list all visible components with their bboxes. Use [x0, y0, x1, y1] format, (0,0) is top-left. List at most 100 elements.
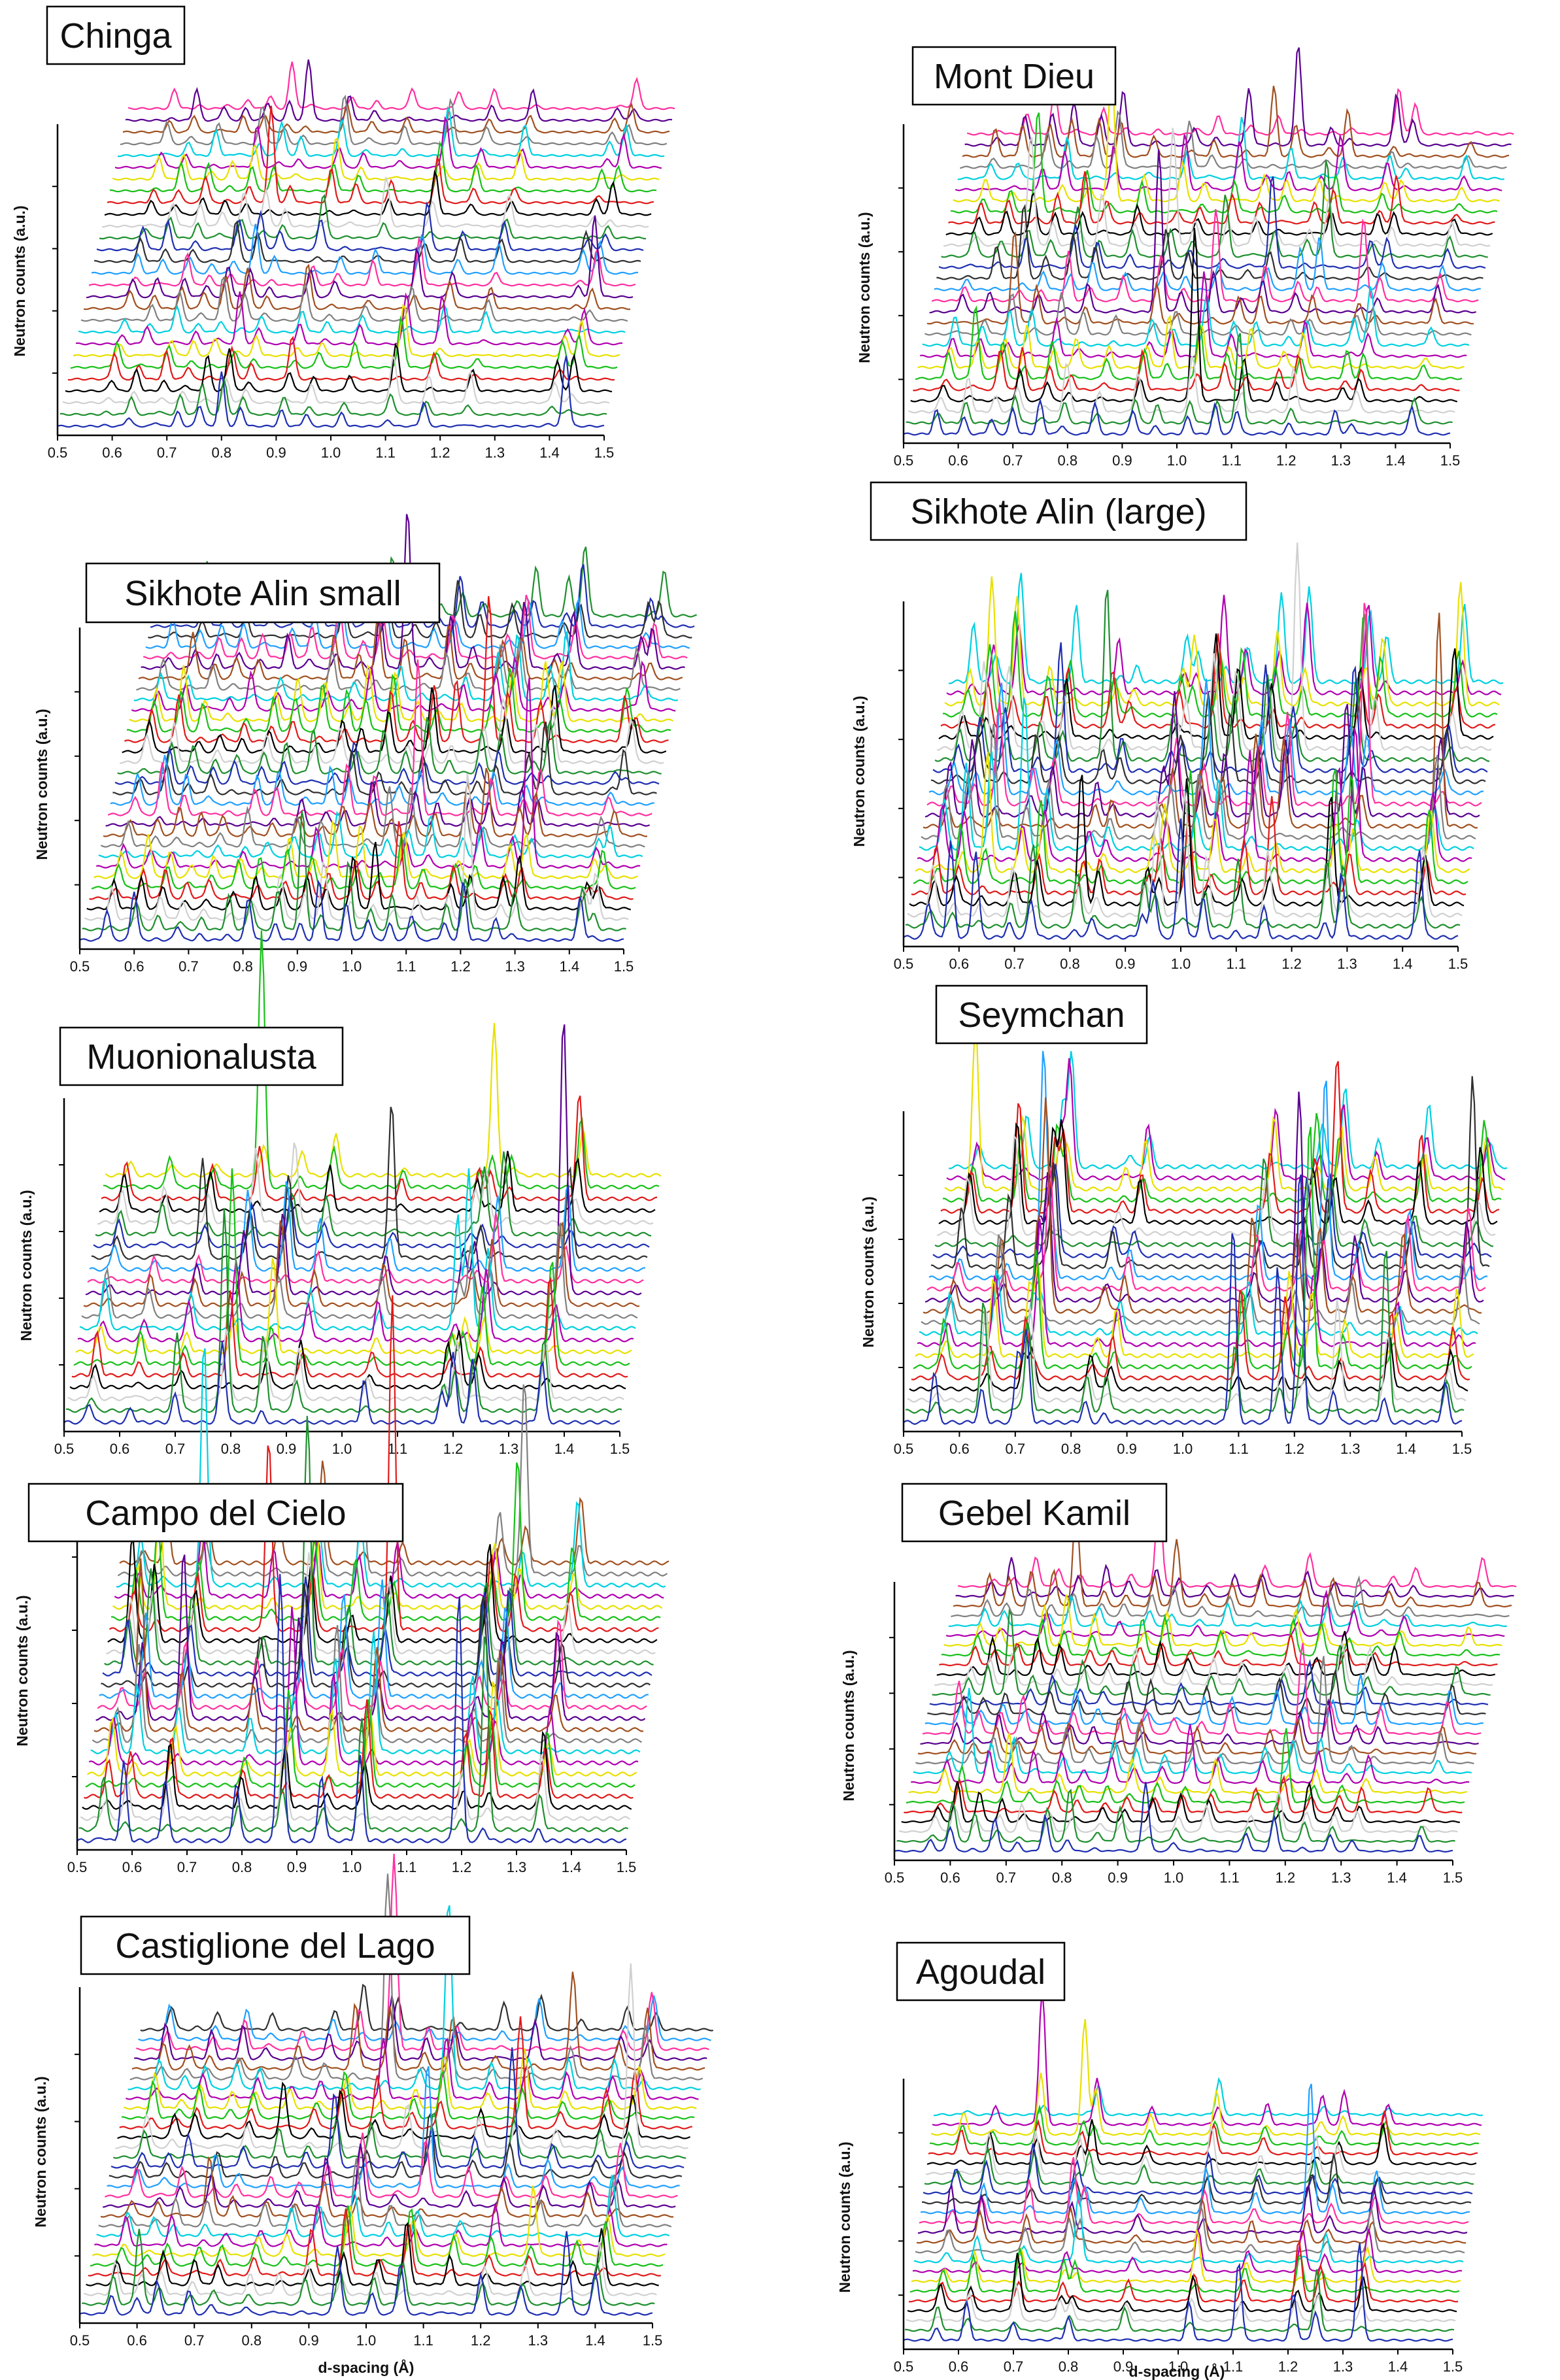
series-line-8-11: [103, 2143, 676, 2208]
x-tick-label: 0.6: [122, 1859, 143, 1875]
series-line-2-11: [105, 781, 650, 827]
series-line-2-28: [145, 592, 690, 649]
x-tick-label: 0.7: [165, 1441, 186, 1457]
series-line-6-17: [106, 1552, 656, 1654]
panel-title: Sikhote Alin (large): [910, 492, 1206, 531]
x-tick-label: 1.2: [1285, 1441, 1305, 1457]
series-line-4-0: [63, 1341, 620, 1425]
x-tick-label: 0.7: [996, 1869, 1017, 1886]
x-tick-label: 0.6: [949, 1441, 970, 1457]
x-tick-label: 1.5: [643, 2332, 663, 2349]
series-line-8-7: [94, 2204, 668, 2247]
series-line-4-3: [69, 1330, 626, 1390]
x-tick-label: 1.0: [356, 2332, 377, 2349]
y-axis-label: Neutron counts (a.u.): [32, 2076, 49, 2227]
series-line-3-13: [928, 679, 1484, 796]
series-line-6-4: [84, 1699, 634, 1799]
series-line-2-18: [122, 685, 667, 754]
x-tick-label: 0.6: [949, 956, 970, 972]
x-tick-label: 0.8: [221, 1441, 241, 1457]
series-line-4-4: [71, 1277, 628, 1378]
series-line-1-16: [941, 160, 1488, 258]
x-tick-label: 1.0: [332, 1441, 352, 1457]
x-tick-label: 1.5: [1440, 452, 1461, 469]
series-line-5-9: [921, 1234, 1480, 1325]
series-line-1-0: [903, 397, 1451, 436]
series-line-8-14: [109, 2111, 683, 2179]
series-line-2-13: [110, 754, 654, 806]
series-line-8-26: [134, 1995, 707, 2061]
x-tick-label: 1.3: [1333, 2358, 1353, 2375]
series-line-2-29: [148, 580, 692, 639]
series-line-5-23: [948, 1050, 1508, 1169]
series-line-2-9: [100, 786, 645, 848]
series-line-1-25: [962, 86, 1510, 158]
x-tick-label: 1.3: [1337, 956, 1357, 972]
series-line-8-17: [115, 1963, 688, 2149]
x-tick-label: 0.8: [212, 444, 232, 461]
series-line-0-8: [78, 303, 626, 334]
series-line-1-8: [922, 286, 1470, 347]
panel-title: Muonionalusta: [86, 1037, 316, 1077]
x-tick-label: 1.4: [1393, 956, 1413, 972]
x-tick-label: 0.6: [948, 452, 968, 469]
x-tick-label: 1.3: [499, 1441, 519, 1457]
series-line-7-4: [904, 1775, 1463, 1814]
series-line-7-18: [936, 1630, 1496, 1677]
panel-3: 0.5 0.6 0.7 0.8 0.9 1.0 1.1 1.2 1.3 1.4 1.5 Neutron…: [851, 481, 1504, 972]
series-line-2-23: [133, 631, 679, 701]
series-line-7-0: [894, 1781, 1453, 1853]
series-line-2-5: [91, 836, 636, 890]
x-tick-label: 0.7: [157, 444, 177, 461]
x-axis-label: d-spacing (Å): [318, 2358, 415, 2376]
x-tick-label: 0.6: [940, 1869, 960, 1886]
x-tick-label: 1.3: [1340, 1441, 1361, 1457]
x-tick-label: 0.7: [1006, 1441, 1026, 1457]
x-tick-label: 1.1: [396, 958, 416, 975]
series-line-3-8: [919, 697, 1474, 851]
series-line-8-9: [98, 2158, 672, 2228]
x-tick-label: 0.6: [110, 1441, 130, 1457]
panel-title-box: [935, 984, 1148, 1045]
series-line-2-21: [129, 660, 674, 722]
series-line-5-0: [903, 1174, 1463, 1425]
series-line-0-18: [104, 169, 652, 216]
series-line-4-6: [75, 1258, 632, 1354]
series-line-5-14: [930, 1076, 1490, 1269]
panel-title: Chinga: [59, 16, 172, 56]
series-line-0-0: [57, 356, 605, 428]
series-line-5-21: [944, 1026, 1504, 1192]
series-line-5-18: [938, 1119, 1498, 1225]
series-line-8-29: [140, 1983, 713, 2032]
series-line-8-3: [86, 2221, 659, 2287]
series-line-0-26: [125, 59, 673, 122]
x-tick-label: 1.4: [1396, 1441, 1416, 1457]
series-line-4-2: [67, 1328, 624, 1401]
series-line-5-12: [926, 1165, 1486, 1292]
series-line-8-12: [105, 2132, 678, 2198]
series-line-9-7: [912, 2228, 1463, 2273]
series-line-3-23: [948, 573, 1504, 684]
series-line-1-4: [913, 347, 1460, 392]
x-tick-label: 1.1: [388, 1441, 408, 1457]
x-tick-label: 1.5: [594, 444, 615, 461]
x-tick-label: 1.3: [1331, 452, 1351, 469]
series-line-2-10: [103, 767, 648, 837]
panel-title-box: [59, 1026, 344, 1086]
panel-0: 0.5 0.6 0.7 0.8 0.9 1.0 1.1 1.2 1.3 1.4 1.5 Neutron…: [11, 5, 675, 461]
series-line-8-21: [123, 2048, 697, 2110]
series-line-2-6: [93, 820, 638, 879]
series-line-7-15: [929, 1659, 1489, 1706]
x-tick-label: 1.4: [554, 1441, 575, 1457]
panel-1: 0.5 0.6 0.7 0.8 0.9 1.0 1.1 1.2 1.3 1.4 1.5 Neutron…: [856, 46, 1514, 469]
series-line-2-0: [79, 879, 624, 942]
y-axis-label: Neutron counts (a.u.): [33, 709, 50, 860]
x-tick-label: 0.8: [1059, 2358, 1079, 2375]
x-tick-label: 1.2: [430, 444, 450, 461]
series-line-3-18: [938, 633, 1494, 740]
series-line-3-17: [936, 543, 1492, 751]
series-line-0-9: [80, 275, 628, 322]
series-line-8-25: [131, 1971, 705, 2071]
x-tick-label: 1.0: [1173, 1441, 1193, 1457]
